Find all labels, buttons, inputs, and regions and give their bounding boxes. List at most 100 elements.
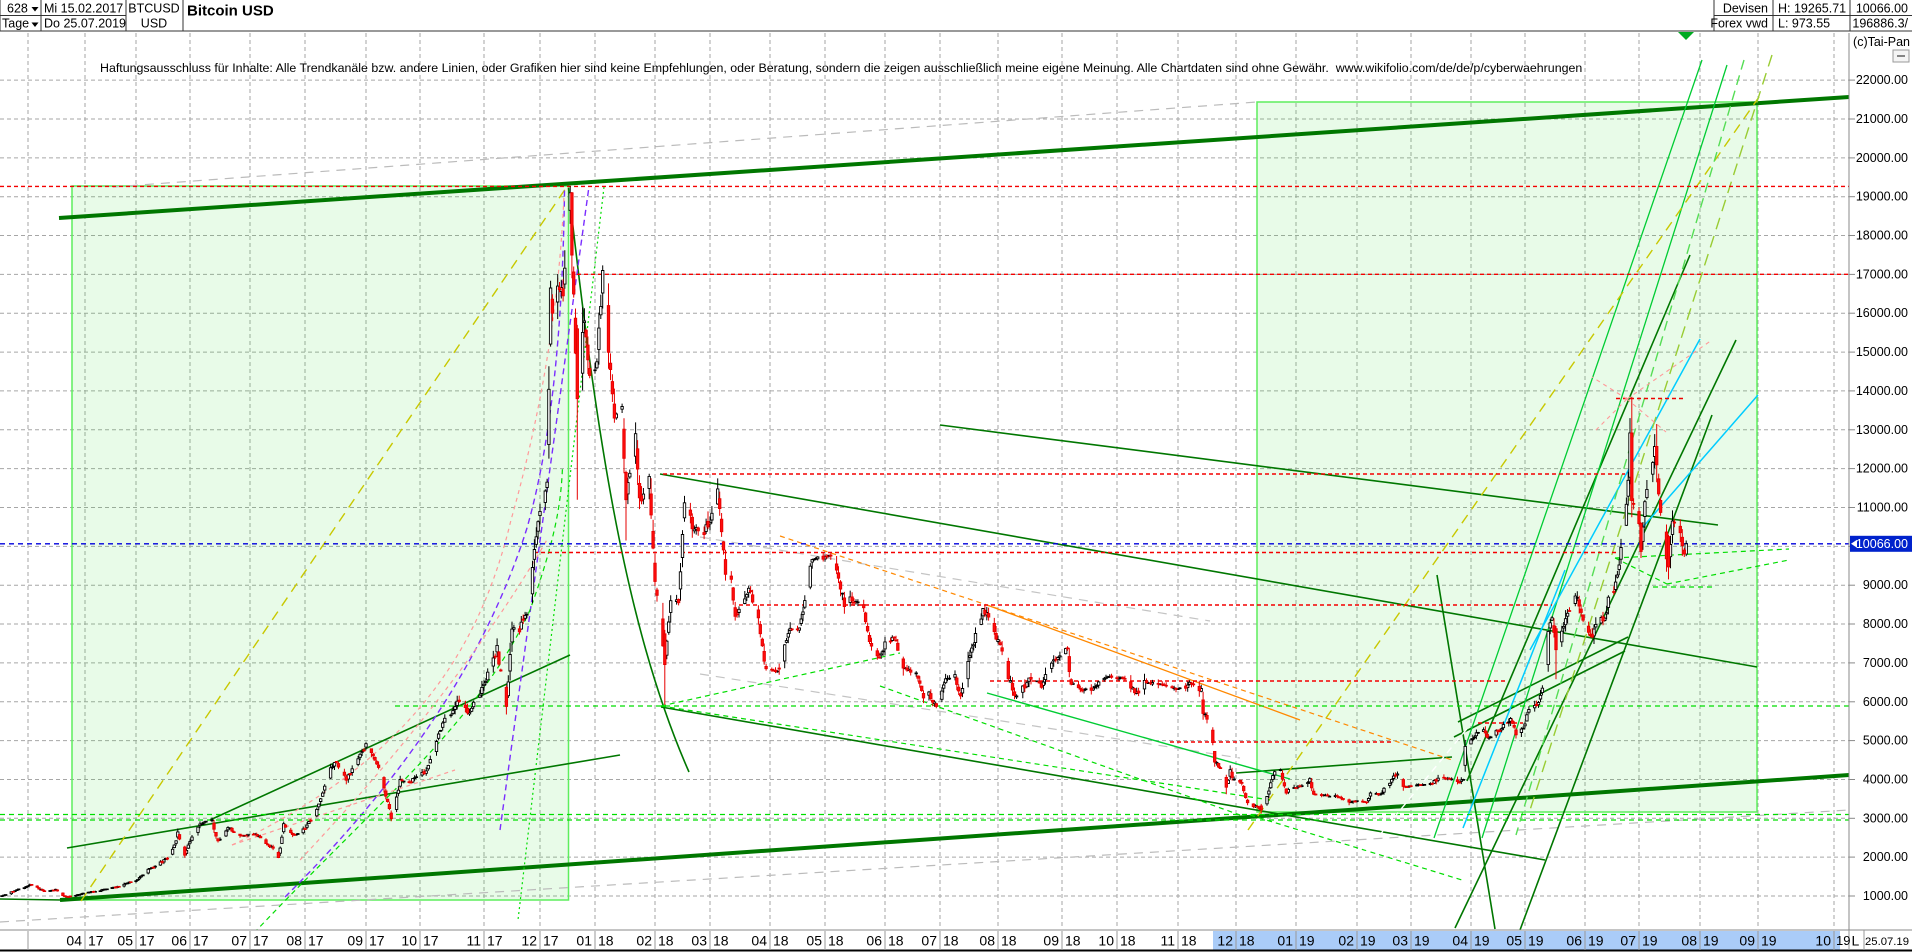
svg-text:08: 08 [1681, 933, 1697, 949]
svg-text:9000.00: 9000.00 [1863, 578, 1908, 592]
svg-text:15000.00: 15000.00 [1856, 345, 1908, 359]
svg-text:18: 18 [598, 933, 614, 949]
svg-text:18: 18 [713, 933, 729, 949]
svg-text:05: 05 [806, 933, 822, 949]
svg-text:04: 04 [1452, 933, 1468, 949]
svg-text:Mi 15.02.2017: Mi 15.02.2017 [44, 2, 123, 16]
svg-text:18: 18 [943, 933, 959, 949]
svg-text:17: 17 [423, 933, 439, 949]
svg-text:Tage: Tage [2, 17, 29, 31]
svg-text:04: 04 [751, 933, 767, 949]
svg-text:13000.00: 13000.00 [1856, 423, 1908, 437]
svg-text:09: 09 [1043, 933, 1059, 949]
svg-text:10066.00: 10066.00 [1856, 537, 1908, 551]
svg-text:17: 17 [369, 933, 385, 949]
svg-text:18: 18 [658, 933, 674, 949]
svg-text:08: 08 [286, 933, 302, 949]
svg-text:18000.00: 18000.00 [1856, 229, 1908, 243]
svg-text:06: 06 [866, 933, 882, 949]
svg-text:12000.00: 12000.00 [1856, 462, 1908, 476]
svg-text:02: 02 [1338, 933, 1354, 949]
svg-text:05: 05 [1506, 933, 1522, 949]
svg-text:18: 18 [1001, 933, 1017, 949]
svg-text:21000.00: 21000.00 [1856, 112, 1908, 126]
svg-text:Do 25.07.2019: Do 25.07.2019 [44, 17, 126, 31]
svg-text:04: 04 [66, 933, 82, 949]
svg-text:12: 12 [1217, 933, 1233, 949]
svg-text:Devisen: Devisen [1723, 2, 1768, 16]
svg-text:20000.00: 20000.00 [1856, 151, 1908, 165]
svg-text:L: 973.55: L: 973.55 [1778, 17, 1830, 31]
svg-text:07: 07 [921, 933, 937, 949]
svg-text:17: 17 [543, 933, 559, 949]
svg-text:19: 19 [1588, 933, 1604, 949]
svg-text:07: 07 [1620, 933, 1636, 949]
svg-text:12: 12 [521, 933, 537, 949]
svg-text:18: 18 [888, 933, 904, 949]
svg-text:03: 03 [1392, 933, 1408, 949]
svg-text:10: 10 [1098, 933, 1114, 949]
svg-text:19: 19 [1414, 933, 1430, 949]
svg-text:19: 19 [1474, 933, 1490, 949]
svg-text:BTCUSD: BTCUSD [128, 2, 179, 16]
svg-text:03: 03 [691, 933, 707, 949]
svg-text:17: 17 [139, 933, 155, 949]
svg-text:17000.00: 17000.00 [1856, 267, 1908, 281]
svg-text:4000.00: 4000.00 [1863, 773, 1908, 787]
svg-text:2000.00: 2000.00 [1863, 850, 1908, 864]
svg-text:14000.00: 14000.00 [1856, 384, 1908, 398]
svg-text:10066.00: 10066.00 [1856, 2, 1908, 16]
svg-text:3000.00: 3000.00 [1863, 811, 1908, 825]
svg-text:17: 17 [487, 933, 503, 949]
svg-text:01: 01 [1277, 933, 1293, 949]
svg-text:1000.00: 1000.00 [1863, 889, 1908, 903]
svg-text:17: 17 [308, 933, 324, 949]
svg-text:18: 18 [773, 933, 789, 949]
svg-text:USD: USD [141, 17, 167, 31]
svg-text:11: 11 [466, 933, 481, 949]
svg-text:19: 19 [1360, 933, 1376, 949]
svg-text:8000.00: 8000.00 [1863, 617, 1908, 631]
svg-text:16000.00: 16000.00 [1856, 306, 1908, 320]
svg-text:Haftungsausschluss für Inhalte: Haftungsausschluss für Inhalte: Alle Tre… [100, 61, 1582, 75]
svg-text:628: 628 [7, 2, 28, 16]
svg-text:6000.00: 6000.00 [1863, 695, 1908, 709]
svg-text:18: 18 [1120, 933, 1136, 949]
svg-text:08: 08 [979, 933, 995, 949]
svg-text:17: 17 [253, 933, 269, 949]
svg-text:19: 19 [1642, 933, 1658, 949]
svg-text:09: 09 [1739, 933, 1755, 949]
svg-text:18: 18 [1181, 933, 1197, 949]
svg-text:19: 19 [1703, 933, 1719, 949]
svg-text:07: 07 [231, 933, 247, 949]
svg-text:01: 01 [576, 933, 592, 949]
svg-text:10: 10 [1815, 933, 1831, 949]
svg-text:L: L [1852, 933, 1860, 949]
svg-text:06: 06 [1566, 933, 1582, 949]
svg-text:Bitcoin USD: Bitcoin USD [187, 3, 274, 20]
svg-text:19: 19 [1836, 933, 1850, 948]
svg-text:18: 18 [828, 933, 844, 949]
svg-text:19000.00: 19000.00 [1856, 190, 1908, 204]
svg-text:02: 02 [636, 933, 652, 949]
svg-text:10: 10 [401, 933, 417, 949]
svg-text:17: 17 [193, 933, 209, 949]
svg-text:19: 19 [1761, 933, 1777, 949]
svg-text:19: 19 [1299, 933, 1315, 949]
svg-text:17: 17 [88, 933, 104, 949]
svg-text:06: 06 [171, 933, 187, 949]
svg-text:19: 19 [1528, 933, 1544, 949]
svg-text:11: 11 [1160, 933, 1175, 949]
svg-text:196886.3/: 196886.3/ [1852, 17, 1908, 31]
svg-text:18: 18 [1065, 933, 1081, 949]
svg-text:22000.00: 22000.00 [1856, 73, 1908, 87]
svg-text:18: 18 [1239, 933, 1255, 949]
svg-text:(c)Tai-Pan: (c)Tai-Pan [1853, 35, 1910, 49]
svg-text:05: 05 [117, 933, 133, 949]
svg-text:11000.00: 11000.00 [1857, 501, 1908, 515]
svg-text:09: 09 [347, 933, 363, 949]
svg-text:H: 19265.71: H: 19265.71 [1778, 2, 1846, 16]
svg-text:25.07.19: 25.07.19 [1865, 936, 1909, 948]
svg-text:Forex vwd: Forex vwd [1710, 17, 1768, 31]
svg-text:5000.00: 5000.00 [1863, 734, 1908, 748]
